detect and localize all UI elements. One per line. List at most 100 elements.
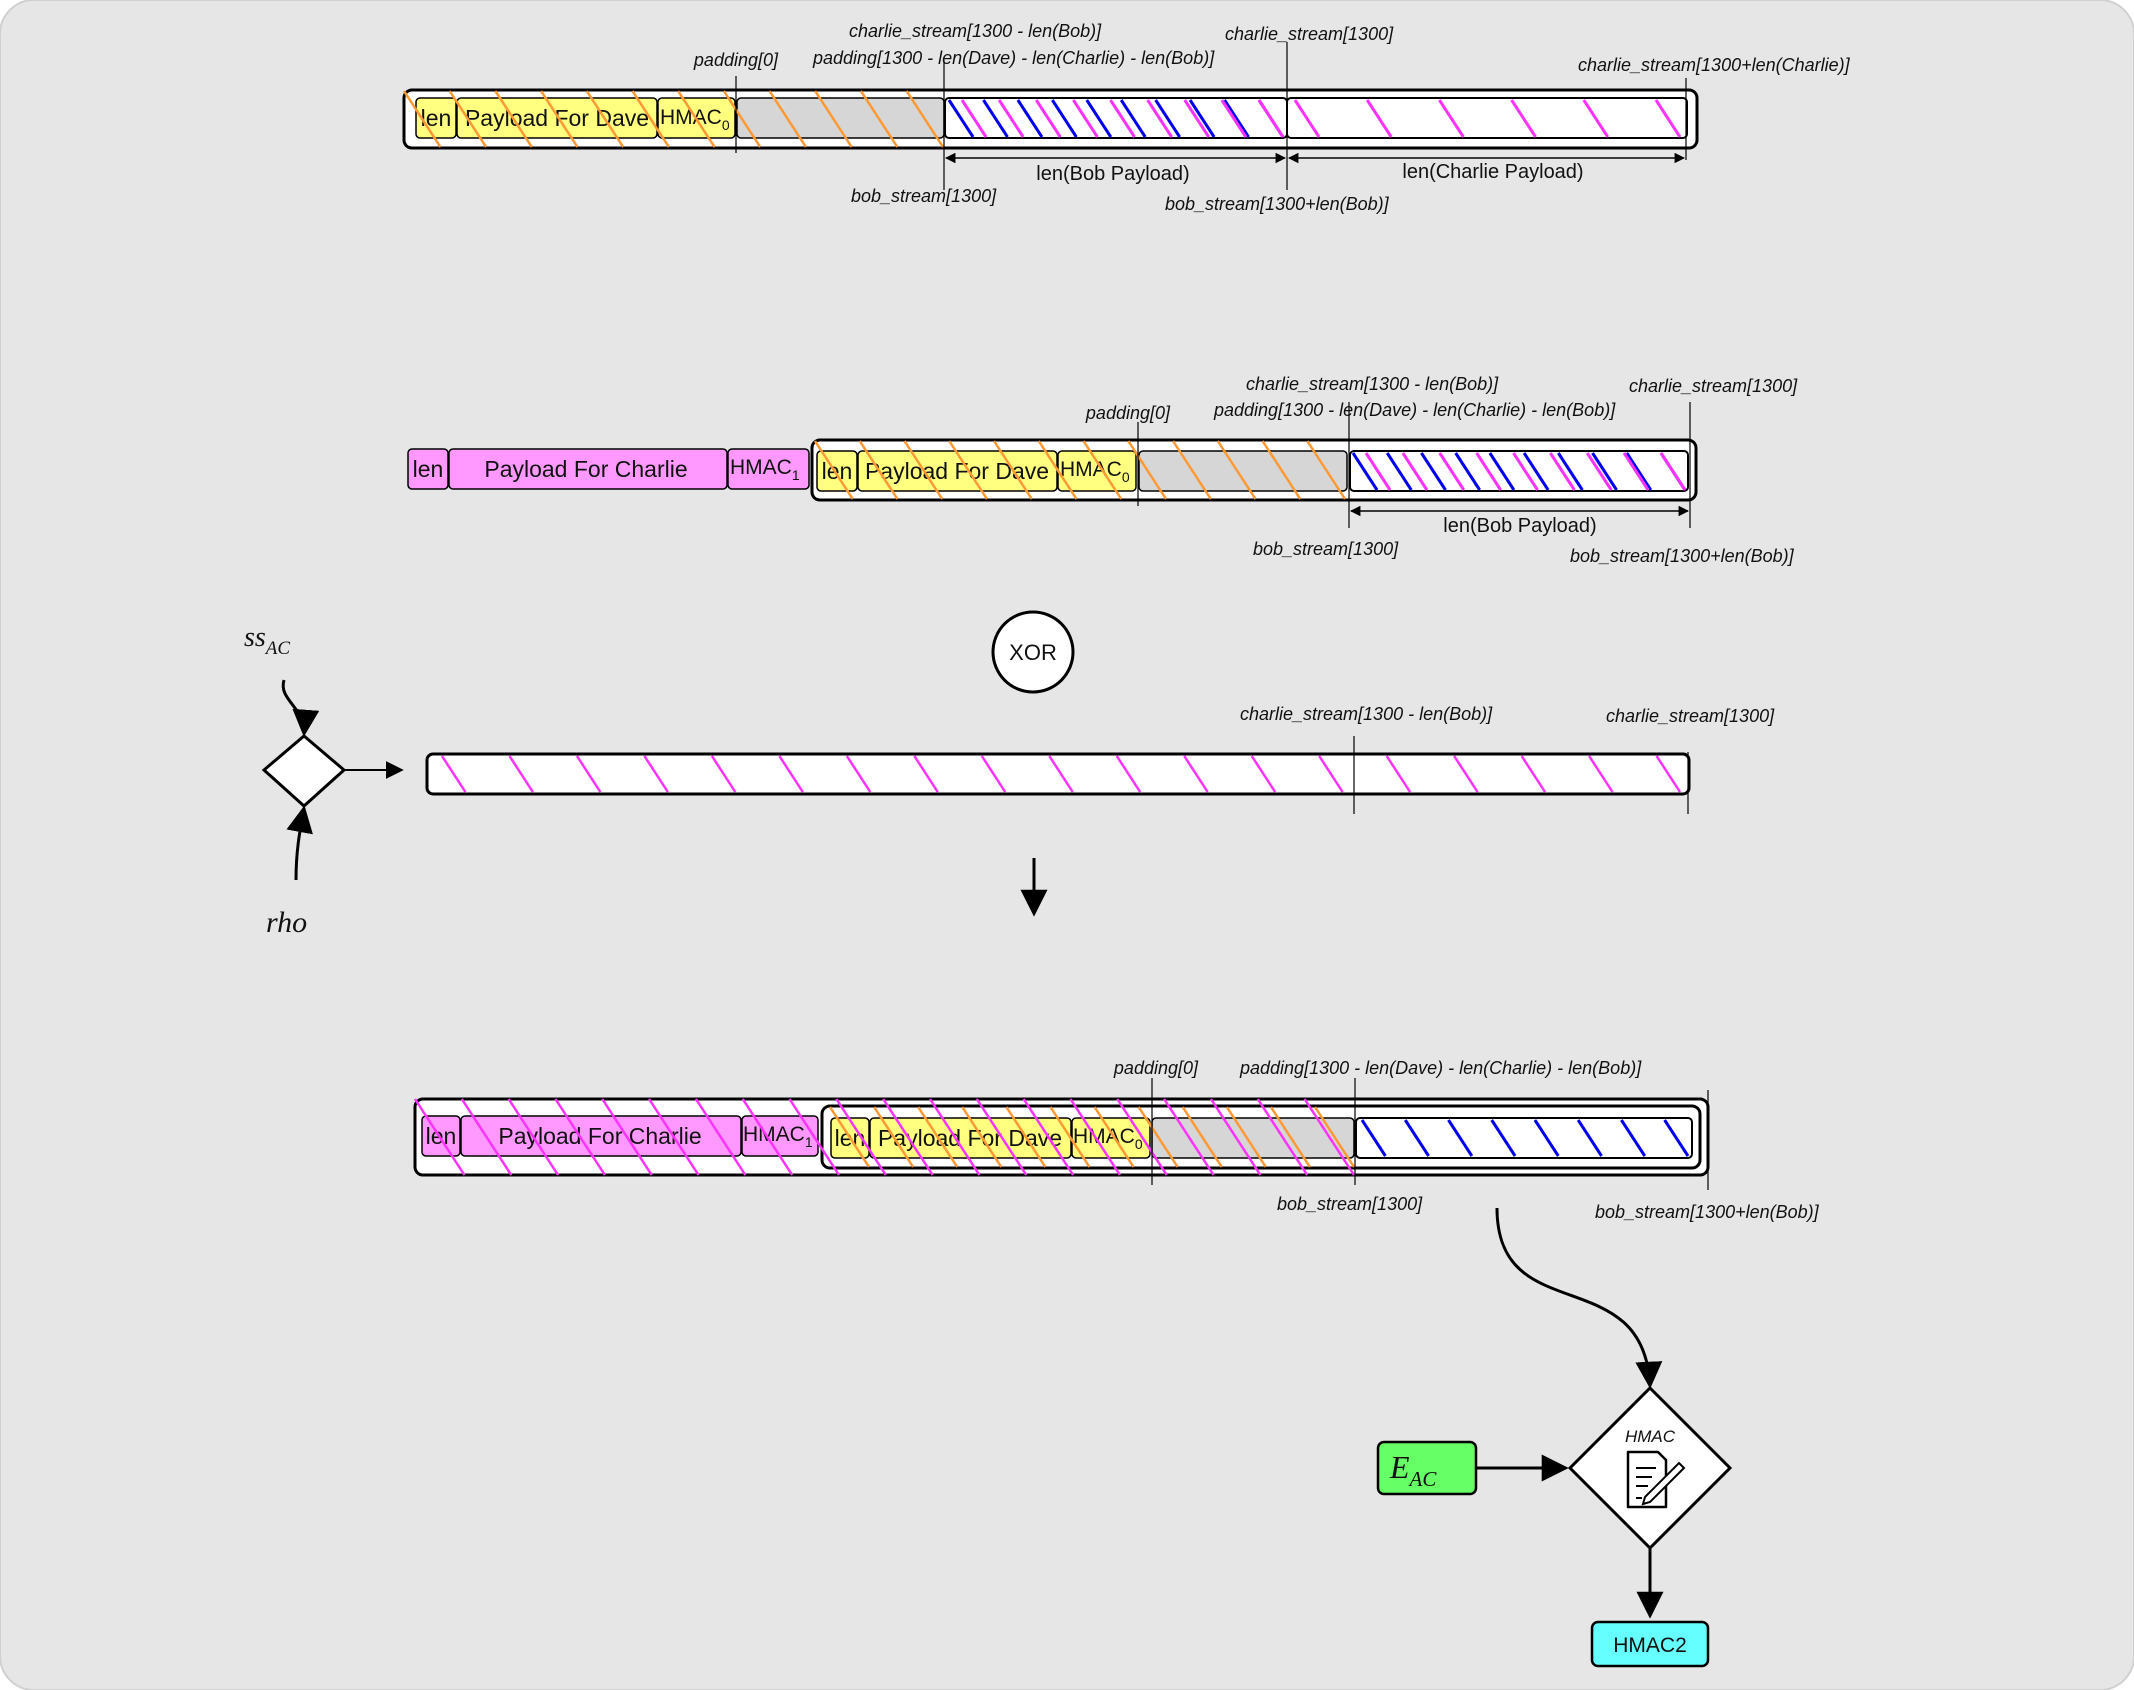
rho-label: rho — [266, 906, 307, 939]
row4-charlie-payload-text: Payload For Charlie — [498, 1123, 701, 1149]
hatch-stripe — [440, 755, 467, 793]
hatch-stripe — [413, 1098, 466, 1176]
stream-generator: ssAC rho — [244, 622, 404, 939]
hatch-stripe — [1154, 99, 1181, 138]
xor-circle — [991, 610, 1075, 694]
row2-hmac0-text: HMAC0 — [1060, 458, 1130, 485]
hatch-stripe — [1364, 452, 1392, 491]
hatch-stripe — [631, 90, 670, 148]
row1-label-charlie-stream-1300-minus-bob: charlie_stream[1300 - len(Bob)] — [849, 21, 1102, 41]
hatch-stripe — [1256, 1098, 1309, 1176]
row4-charlie-payload-cell — [460, 1115, 742, 1157]
hatch-stripe — [961, 1106, 1003, 1168]
sign-document-icon — [1626, 1450, 1686, 1509]
hatch-stripe — [1049, 1106, 1091, 1168]
row2-padding-region — [1138, 450, 1348, 492]
hatch-stripe — [1163, 1098, 1215, 1176]
hatch-stripe — [1093, 1106, 1135, 1168]
hatch-stripe — [1655, 755, 1682, 793]
hatch-stripe — [1533, 1119, 1560, 1157]
hatch-stripe — [903, 440, 944, 500]
hatch-stripe — [992, 440, 1033, 500]
row2-label-bob-stream-1300: bob_stream[1300] — [1253, 539, 1399, 559]
hatch-stripe — [508, 755, 534, 793]
hatch-stripe — [1127, 440, 1168, 500]
row4-label-padding0: padding[0] — [1113, 1058, 1199, 1078]
hatch-stripe — [1209, 1098, 1262, 1176]
hatch-stripe — [1454, 452, 1481, 491]
hatch-stripe — [1220, 99, 1248, 138]
hatch-stripe — [1438, 452, 1466, 491]
hatch-stripe — [778, 755, 804, 793]
row4-label-bob-stream-1300-plus-bob: bob_stream[1300+len(Bob)] — [1595, 1202, 1820, 1222]
hmac-diamond-title: HMAC — [1625, 1427, 1676, 1446]
hatch-stripe — [1293, 99, 1321, 138]
xor-label: XOR — [1009, 640, 1057, 665]
row1-len-text: len — [421, 105, 452, 131]
row1-bob-dimension-label: len(Bob Payload) — [1036, 163, 1189, 185]
hatch-stripe — [1475, 452, 1502, 491]
row2-dave-len-text: len — [822, 458, 853, 484]
hatch-stripe — [1520, 755, 1547, 793]
hatch-stripe — [975, 1098, 1028, 1176]
hatch-stripe — [1403, 1119, 1430, 1157]
hatch-stripe — [1016, 99, 1044, 138]
row2-charlie-payload-text: Payload For Charlie — [484, 456, 687, 482]
hatch-stripe — [1188, 99, 1216, 138]
hatch-stripe — [1048, 755, 1074, 793]
row4-to-hmac-arrow — [1495, 1207, 1663, 1389]
hatch-stripe — [694, 1098, 747, 1176]
hatch-stripe — [1654, 99, 1682, 138]
hatch-stripe — [1585, 452, 1613, 491]
hatch-stripe — [788, 1098, 841, 1176]
hatch-stripe — [540, 90, 579, 148]
row4-label-padding-1300-expr: padding[1300 - len(Dave) - len(Charlie) … — [1239, 1058, 1642, 1078]
row4-dave-payload-text: Payload For Dave — [878, 1125, 1062, 1151]
hatch-stripe — [1622, 452, 1650, 491]
row2-label-charlie-stream-1300: charlie_stream[1300] — [1629, 376, 1798, 396]
row4-bob-payload-region — [1355, 1117, 1693, 1159]
hatch-stripe — [1183, 99, 1211, 138]
row1-label-charlie-stream-1300-plus-charlie: charlie_stream[1300+len(Charlie)] — [1578, 55, 1851, 75]
row1-label-padding0: padding[0] — [693, 50, 779, 70]
hatch-stripe — [858, 440, 899, 500]
row1-label-bob-stream-1300-plus-bob: bob_stream[1300+len(Bob)] — [1165, 194, 1390, 214]
e-ac-box — [1376, 1440, 1478, 1496]
hatch-stripe — [1051, 99, 1078, 138]
hatch-stripe — [1257, 99, 1285, 138]
hatch-stripe — [1620, 1119, 1647, 1157]
hatch-stripe — [1183, 755, 1209, 793]
hatch-stripe — [1313, 1106, 1356, 1168]
hatch-stripe — [1360, 1119, 1387, 1157]
hatch-stripe — [913, 755, 939, 793]
hatch-stripe — [1216, 440, 1257, 500]
hatch-stripe — [554, 1098, 606, 1176]
hatch-stripe — [948, 440, 989, 500]
hatch-stripe — [982, 99, 1009, 138]
row4-blue-stripes — [1360, 1119, 1690, 1157]
row1-magenta-stripes-bob — [960, 99, 1285, 138]
row2-hmac1-cell — [727, 448, 810, 490]
hatch-stripe — [873, 1106, 915, 1168]
hatch-stripe — [1420, 452, 1447, 491]
hatch-stripe — [741, 1098, 794, 1176]
row1-payload-text: Payload For Dave — [465, 105, 649, 131]
row1-label-charlie-stream-1300: charlie_stream[1300] — [1225, 24, 1394, 44]
hatch-stripe — [828, 1106, 871, 1168]
hatch-stripe — [1447, 1119, 1474, 1157]
hatch-stripe — [1085, 99, 1113, 138]
row2-bob-dimension-label: len(Bob Payload) — [1443, 515, 1596, 537]
hatch-stripe — [928, 1098, 981, 1176]
hatch-stripe — [1072, 99, 1099, 138]
hatch-stripe — [448, 90, 488, 148]
hatch-stripe — [1269, 1106, 1311, 1168]
hatch-stripe — [1385, 452, 1413, 491]
row1-hmac-text: HMAC0 — [660, 106, 730, 133]
ss-ac-label: ssAC — [244, 622, 290, 659]
hatch-stripe — [1005, 1106, 1047, 1168]
hatch-stripe — [1401, 452, 1429, 491]
row1-charlie-payload-region — [1286, 97, 1688, 139]
hatch-stripe — [1365, 99, 1393, 138]
row2-label-padding0: padding[0] — [1085, 403, 1171, 423]
